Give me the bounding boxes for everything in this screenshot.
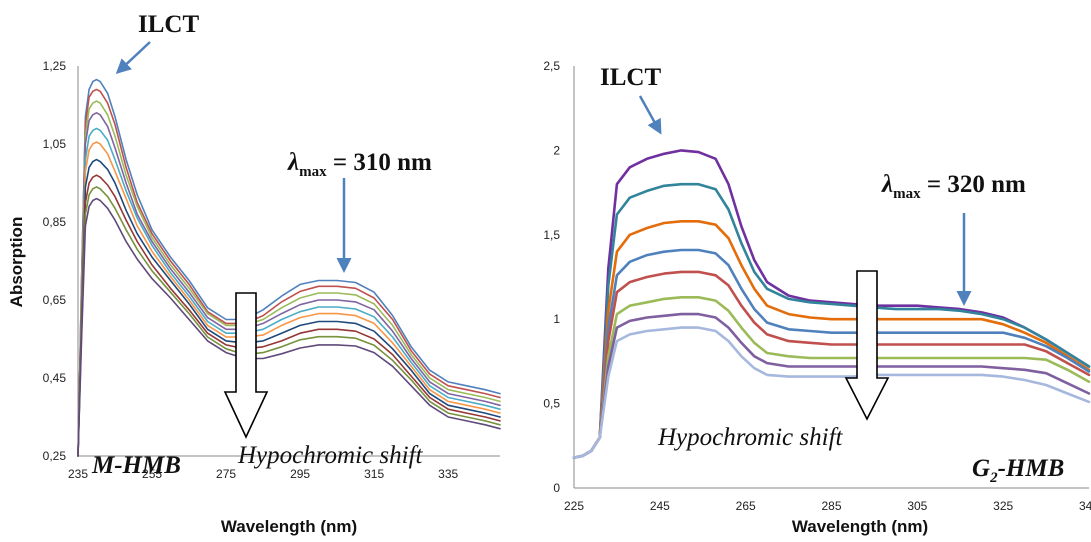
right-y-tick-1: 1 xyxy=(553,312,560,326)
right-compound-label: G2-HMB xyxy=(972,455,1064,486)
left-series-line-2 xyxy=(77,88,501,457)
left-series-line-6 xyxy=(77,141,501,457)
right-hypochromic-shift-label: Hypochromic shift xyxy=(657,424,844,451)
left-ilct-arrow xyxy=(115,41,151,75)
left-x-tick-275: 275 xyxy=(216,467,236,481)
left-series-line-5 xyxy=(77,127,501,457)
left-x-tick-labels: 235 255 275 295 315 335 xyxy=(68,467,459,481)
chart-left-m-hmb: 235 255 275 295 315 335 0,25 0,45 0,65 0,85 1,05 1… xyxy=(7,11,501,536)
left-series-line-7 xyxy=(77,158,501,457)
left-y-tick-0-45: 0,45 xyxy=(43,371,67,385)
left-series-line-3 xyxy=(77,100,501,457)
right-series-line-1 xyxy=(572,149,1091,459)
right-x-tick-labels: 225 245 265 285 305 325 345 xyxy=(564,499,1091,513)
left-x-tick-255: 255 xyxy=(142,467,162,481)
right-x-tick-325: 325 xyxy=(993,499,1013,513)
right-x-tick-285: 285 xyxy=(821,499,841,513)
right-x-tick-345: 345 xyxy=(1079,499,1091,513)
right-series-group xyxy=(572,149,1091,459)
left-series-line-1 xyxy=(77,78,501,457)
chart-right-g2-hmb: 225 245 265 285 305 325 345 0 0,5 1 1,5 2 2,5 Wavel… xyxy=(543,59,1091,536)
right-hypochromic-arrow-icon xyxy=(844,270,890,421)
left-x-tick-315: 315 xyxy=(364,467,384,481)
right-series-line-4 xyxy=(572,248,1091,459)
left-y-tick-0-25: 0,25 xyxy=(43,449,67,463)
right-series-line-5 xyxy=(572,270,1091,459)
left-compound-label: M-HMB xyxy=(91,452,181,479)
left-hypochromic-shift-label: Hypochromic shift xyxy=(237,442,424,469)
left-y-tick-0-65: 0,65 xyxy=(43,293,67,307)
right-x-tick-245: 245 xyxy=(650,499,670,513)
right-x-tick-305: 305 xyxy=(907,499,927,513)
left-series-line-10 xyxy=(77,197,501,457)
left-y-tick-labels: 0,25 0,45 0,65 0,85 1,05 1,25 xyxy=(43,59,67,463)
right-y-tick-2-5: 2,5 xyxy=(543,59,560,73)
right-y-tick-labels: 0 0,5 1 1,5 2 2,5 xyxy=(543,59,560,495)
left-x-tick-335: 335 xyxy=(438,467,458,481)
right-y-tick-0-5: 0,5 xyxy=(543,397,560,411)
right-series-line-8 xyxy=(572,326,1091,459)
right-y-tick-0: 0 xyxy=(553,481,560,495)
right-x-tick-225: 225 xyxy=(564,499,584,513)
left-ilct-label: ILCT xyxy=(138,11,199,38)
left-y-axis-title: Absorption xyxy=(7,217,26,308)
right-lambda-max-label: λmax = 320 nm xyxy=(881,171,1026,202)
left-hypochromic-arrow-icon xyxy=(223,292,269,439)
right-x-tick-265: 265 xyxy=(736,499,756,513)
left-series-line-4 xyxy=(77,112,501,457)
right-series-line-3 xyxy=(572,220,1091,459)
left-y-tick-1-25: 1,25 xyxy=(43,59,67,73)
left-y-tick-1-05: 1,05 xyxy=(43,137,67,151)
right-x-axis-title: Wavelength (nm) xyxy=(792,517,928,536)
left-series-line-8 xyxy=(77,174,501,457)
left-lambda-max-label: λmax = 310 nm xyxy=(287,149,432,180)
left-series-line-9 xyxy=(77,186,501,457)
left-x-axis-title: Wavelength (nm) xyxy=(221,517,357,536)
right-y-tick-2: 2 xyxy=(553,143,560,157)
right-series-line-7 xyxy=(572,312,1091,459)
left-y-tick-0-85: 0,85 xyxy=(43,215,67,229)
right-ilct-label: ILCT xyxy=(600,64,661,91)
left-series-group xyxy=(77,78,501,457)
right-y-tick-1-5: 1,5 xyxy=(543,228,560,242)
right-ilct-arrow xyxy=(638,95,662,135)
left-x-tick-235: 235 xyxy=(68,467,88,481)
right-series-line-2 xyxy=(572,182,1091,459)
left-x-tick-295: 295 xyxy=(290,467,310,481)
right-series-line-6 xyxy=(572,295,1091,459)
